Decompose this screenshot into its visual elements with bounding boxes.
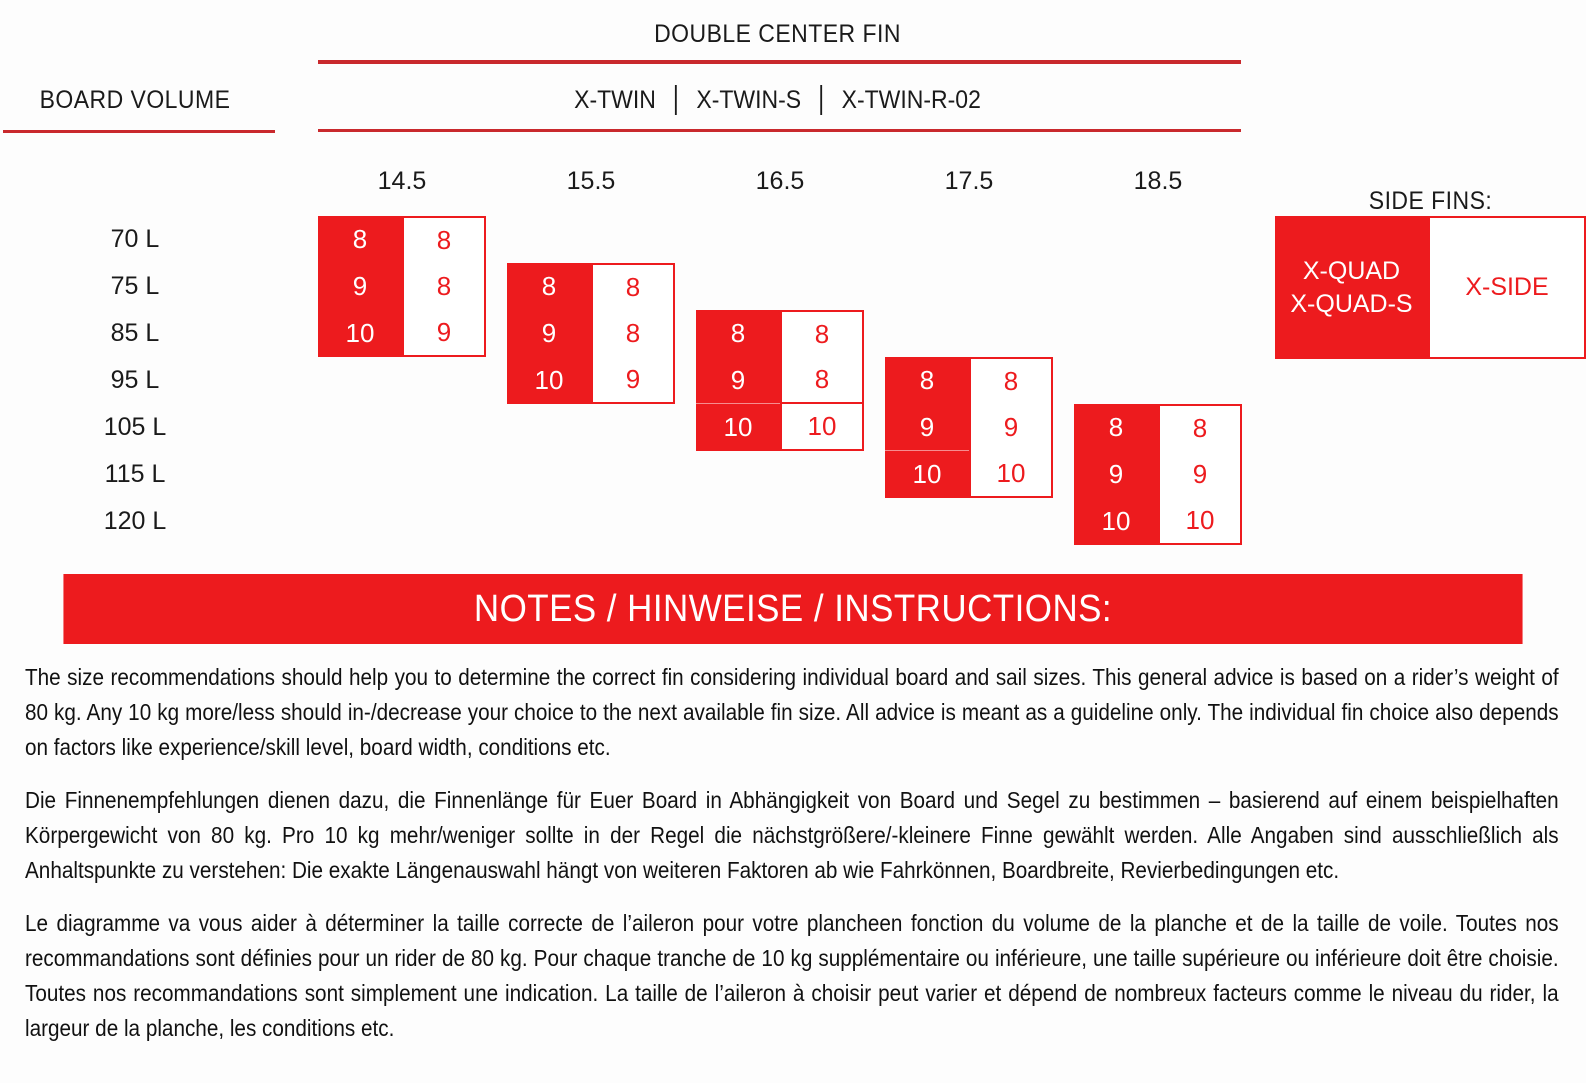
side-fins-side-cell: X-SIDE bbox=[1428, 216, 1586, 359]
side-fins-box: X-QUAD X-QUAD-S X-SIDE bbox=[1275, 216, 1586, 359]
center-fin-red-column: 8 9 10 bbox=[318, 216, 402, 357]
fin-size-value: 8 bbox=[352, 224, 368, 254]
fin-size-value: 10 bbox=[696, 403, 780, 451]
fin-block-14.5: 8 9 10 8 8 9 bbox=[318, 216, 486, 357]
side-fins-quad-cell: X-QUAD X-QUAD-S bbox=[1275, 216, 1428, 359]
notes-banner: NOTES / HINWEISE / INSTRUCTIONS: bbox=[63, 574, 1523, 644]
board-volume-row-label: 85 L bbox=[110, 319, 160, 347]
middle-divider-rule bbox=[318, 129, 1241, 132]
center-fin-red-column: 8 9 10 bbox=[507, 263, 591, 404]
center-fin-red-column: 8 9 10 bbox=[885, 357, 969, 498]
fin-size-value: 8 bbox=[541, 271, 557, 301]
sail-size-header: 16.5 bbox=[755, 166, 805, 195]
board-volume-row-label: 105 L bbox=[103, 413, 167, 441]
notes-paragraphs: The size recommendations should help you… bbox=[25, 660, 1559, 1064]
fin-size-value: 8 bbox=[1003, 366, 1019, 397]
sail-size-header: 14.5 bbox=[377, 166, 427, 195]
sail-size-header: 18.5 bbox=[1133, 166, 1183, 195]
top-divider-rule bbox=[318, 60, 1241, 64]
board-volume-header: BOARD VOLUME bbox=[39, 85, 231, 114]
fin-model-label: X-TWIN-R-02 bbox=[841, 85, 981, 114]
center-fin-white-column: 8 8 10 bbox=[780, 310, 864, 451]
fin-model-label: X-TWIN bbox=[574, 85, 656, 114]
fin-size-value: 8 bbox=[1108, 412, 1124, 442]
notes-paragraph: Le diagramme va vous aider à déterminer … bbox=[25, 910, 1559, 1041]
fin-size-value: 9 bbox=[625, 363, 641, 394]
fin-size-value: 9 bbox=[541, 318, 557, 348]
fin-size-value: 9 bbox=[352, 271, 368, 301]
fin-size-value: 10 bbox=[996, 457, 1026, 488]
fin-size-value: 10 bbox=[885, 450, 969, 498]
fin-size-value: 8 bbox=[730, 317, 746, 348]
fin-size-value: 9 bbox=[1108, 459, 1124, 489]
notes-paragraph: The size recommendations should help you… bbox=[25, 664, 1559, 760]
side-fins-label: SIDE FINS: bbox=[1368, 186, 1493, 215]
fin-size-value: 8 bbox=[625, 318, 641, 348]
board-volume-row-label: 70 L bbox=[110, 225, 160, 253]
center-fin-white-column: 8 9 10 bbox=[969, 357, 1053, 498]
side-fins-quad-line2: X-QUAD-S bbox=[1290, 289, 1413, 318]
board-volume-underline-rule bbox=[3, 130, 275, 133]
center-fin-white-column: 8 9 10 bbox=[1158, 404, 1242, 545]
board-volume-row-label: 95 L bbox=[110, 366, 160, 394]
fin-model-label: X-TWIN-S bbox=[696, 85, 802, 114]
sail-size-header: 15.5 bbox=[566, 166, 616, 195]
fin-size-value: 10 bbox=[1185, 504, 1215, 535]
fin-size-value: 8 bbox=[1192, 413, 1208, 444]
fin-block-16.5: 8 9 10 8 8 10 bbox=[696, 310, 864, 451]
center-fin-red-column: 8 9 10 bbox=[1074, 404, 1158, 545]
center-fin-white-column: 8 8 9 bbox=[591, 263, 675, 404]
separator-bar bbox=[675, 85, 678, 115]
sail-size-header: 17.5 bbox=[944, 166, 994, 195]
fin-size-value: 10 bbox=[1101, 506, 1131, 536]
center-fin-red-column: 8 9 10 bbox=[696, 310, 780, 451]
board-volume-row-label: 115 L bbox=[104, 460, 166, 488]
fin-size-value: 10 bbox=[782, 402, 862, 449]
fin-size-value: 8 bbox=[625, 272, 641, 303]
board-volume-row-label: 75 L bbox=[110, 272, 160, 300]
fin-size-value: 8 bbox=[919, 364, 935, 395]
fin-size-value: 8 bbox=[436, 225, 452, 256]
fin-block-15.5: 8 9 10 8 8 9 bbox=[507, 263, 675, 404]
fin-size-value: 8 bbox=[814, 364, 830, 394]
fin-size-value: 10 bbox=[534, 365, 564, 395]
fin-size-value: 8 bbox=[814, 319, 830, 349]
side-fins-quad-line1: X-QUAD bbox=[1302, 256, 1401, 285]
page-title: DOUBLE CENTER FIN bbox=[654, 19, 901, 48]
fin-size-value: 10 bbox=[345, 318, 375, 348]
fin-size-value: 9 bbox=[730, 364, 746, 395]
fin-size-value: 9 bbox=[919, 411, 935, 442]
notes-paragraph: Die Finnenempfehlungen dienen dazu, die … bbox=[25, 787, 1559, 883]
fin-block-17.5: 8 9 10 8 9 10 bbox=[885, 357, 1053, 498]
fin-size-value: 9 bbox=[1003, 412, 1019, 442]
fin-model-header: X-TWIN X-TWIN-S X-TWIN-R-02 bbox=[353, 82, 1202, 118]
center-fin-white-column: 8 8 9 bbox=[402, 216, 486, 357]
fin-block-18.5: 8 9 10 8 9 10 bbox=[1074, 404, 1242, 545]
separator-bar bbox=[820, 85, 823, 115]
fin-size-value: 8 bbox=[436, 271, 452, 301]
board-volume-row-label: 120 L bbox=[103, 507, 167, 535]
fin-size-value: 9 bbox=[1192, 459, 1208, 489]
fin-size-value: 9 bbox=[436, 316, 452, 347]
